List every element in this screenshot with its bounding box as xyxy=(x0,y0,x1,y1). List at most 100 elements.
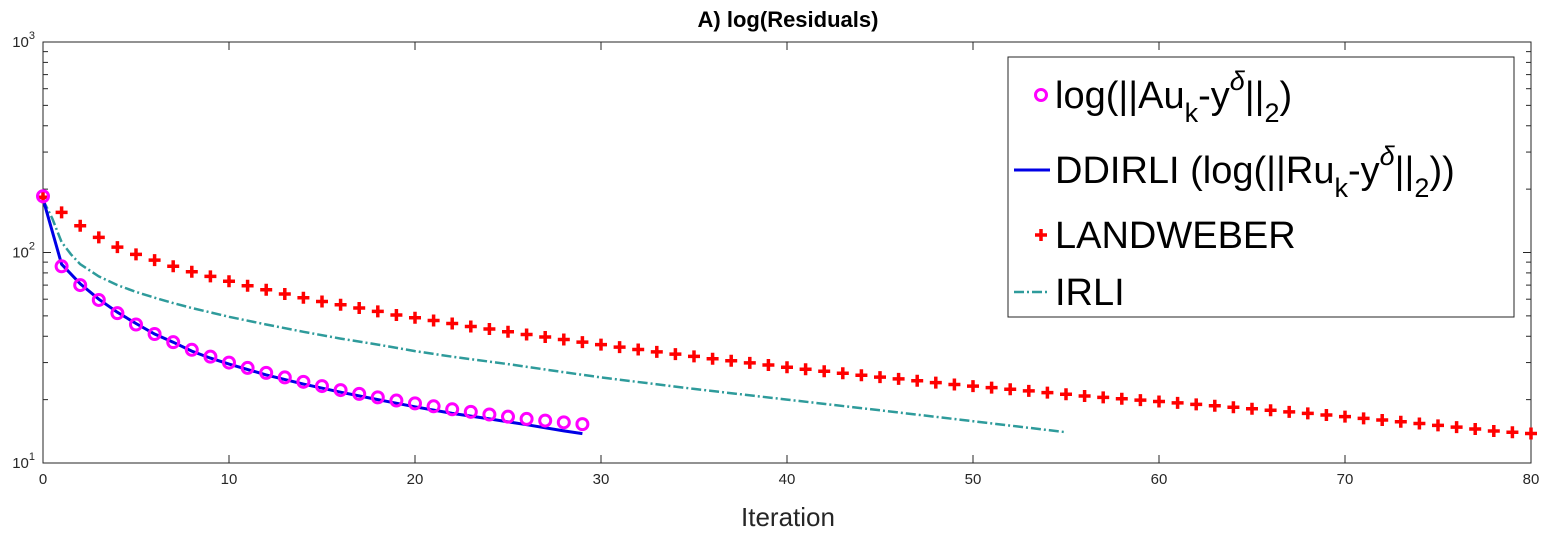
plus-marker xyxy=(446,317,459,330)
circle-marker xyxy=(333,383,348,398)
series-layer xyxy=(36,189,1537,440)
circle-marker xyxy=(54,259,69,274)
plus-marker xyxy=(353,301,366,314)
plus-marker xyxy=(316,295,328,308)
legend-superscript: δ xyxy=(1380,141,1396,171)
plus-marker xyxy=(1246,402,1258,415)
circle-marker xyxy=(277,370,292,385)
y-tick-label: 101 xyxy=(12,451,35,472)
y-tick-base: 10 xyxy=(12,455,29,472)
plus-marker xyxy=(1413,417,1426,430)
series-dash-dot-line xyxy=(41,199,1067,434)
circle-marker xyxy=(389,393,404,408)
plus-marker xyxy=(1035,229,1047,241)
circle-marker xyxy=(538,413,553,428)
y-tick-label: 102 xyxy=(12,241,35,262)
circle-marker xyxy=(426,399,441,414)
circle-marker xyxy=(240,360,255,375)
plus-marker xyxy=(520,328,533,341)
y-tick-label: 103 xyxy=(12,30,35,51)
legend-text-main: || xyxy=(1245,75,1265,117)
plus-marker xyxy=(1227,401,1240,414)
circle-marker xyxy=(73,278,88,293)
ddirli-line xyxy=(41,198,583,436)
circle-marker xyxy=(166,335,181,350)
x-tick-label: 40 xyxy=(779,471,796,488)
circle-marker xyxy=(184,342,199,357)
circle-marker xyxy=(110,306,125,321)
plus-marker xyxy=(1190,398,1203,411)
circle-marker xyxy=(408,396,422,411)
plus-marker xyxy=(1022,384,1035,397)
y-tick-base: 10 xyxy=(12,245,29,262)
legend-text-main: ) xyxy=(1280,75,1293,117)
plus-marker xyxy=(1060,388,1072,401)
plus-marker xyxy=(1525,427,1537,440)
plus-marker xyxy=(743,356,756,369)
plus-marker xyxy=(1208,399,1221,412)
x-tick-label: 20 xyxy=(407,471,424,488)
plus-marker xyxy=(74,219,87,232)
series-plus-markers xyxy=(37,191,1537,440)
plus-marker xyxy=(929,376,942,389)
plus-marker xyxy=(557,333,570,346)
plus-marker xyxy=(1134,394,1147,407)
plus-marker xyxy=(502,325,514,338)
series-circle-markers xyxy=(36,189,590,432)
x-axis-label: Iteration xyxy=(741,502,835,532)
y-tick-exponent: 3 xyxy=(29,30,35,42)
plus-marker xyxy=(874,371,886,384)
legend-text-main: || xyxy=(1395,150,1415,192)
plus-marker xyxy=(632,343,645,356)
circle-marker xyxy=(222,355,236,370)
y-tick-exponent: 1 xyxy=(29,451,35,463)
x-tick-label: 10 xyxy=(221,471,238,488)
plus-marker xyxy=(985,381,998,394)
plus-marker xyxy=(669,348,682,361)
circle-marker xyxy=(352,386,367,401)
plus-marker xyxy=(911,374,924,387)
plus-marker xyxy=(260,283,273,296)
irli-line xyxy=(41,199,1067,434)
plus-marker xyxy=(1487,424,1500,437)
legend-subscript: 2 xyxy=(1265,98,1280,128)
legend-label: LANDWEBER xyxy=(1055,215,1296,257)
plus-marker xyxy=(576,336,589,349)
plus-marker xyxy=(818,365,831,378)
plus-marker xyxy=(1283,405,1296,418)
plus-marker xyxy=(1115,392,1128,405)
circle-marker xyxy=(519,411,534,426)
legend-text-main: IRLI xyxy=(1055,272,1125,314)
plus-marker xyxy=(92,231,105,244)
plus-marker xyxy=(334,298,347,311)
circle-marker xyxy=(445,402,460,417)
plus-marker xyxy=(799,363,812,376)
plus-marker xyxy=(1041,386,1054,399)
plus-marker xyxy=(688,350,700,363)
plus-marker xyxy=(223,275,235,288)
plus-marker xyxy=(1394,415,1407,428)
plus-marker xyxy=(539,330,552,343)
circle-marker xyxy=(296,374,311,389)
plus-marker xyxy=(1339,410,1351,423)
plus-marker xyxy=(892,372,905,385)
x-tick-label: 80 xyxy=(1523,471,1540,488)
plus-marker xyxy=(1376,414,1389,427)
legend-subscript: k xyxy=(1185,98,1199,128)
x-tick-label: 30 xyxy=(593,471,610,488)
y-tick-base: 10 xyxy=(12,34,29,51)
plus-marker xyxy=(185,265,198,278)
plus-marker xyxy=(55,206,68,219)
plus-marker xyxy=(948,378,961,391)
y-tick-exponent: 2 xyxy=(29,241,35,253)
circle-marker xyxy=(575,417,590,432)
circle-marker xyxy=(315,379,329,394)
plus-marker xyxy=(427,314,440,327)
circle-marker xyxy=(556,415,571,430)
plus-marker xyxy=(297,291,310,304)
plus-marker xyxy=(1301,407,1314,420)
plus-marker xyxy=(762,359,775,372)
plus-marker xyxy=(111,241,124,254)
plus-marker xyxy=(725,354,738,367)
